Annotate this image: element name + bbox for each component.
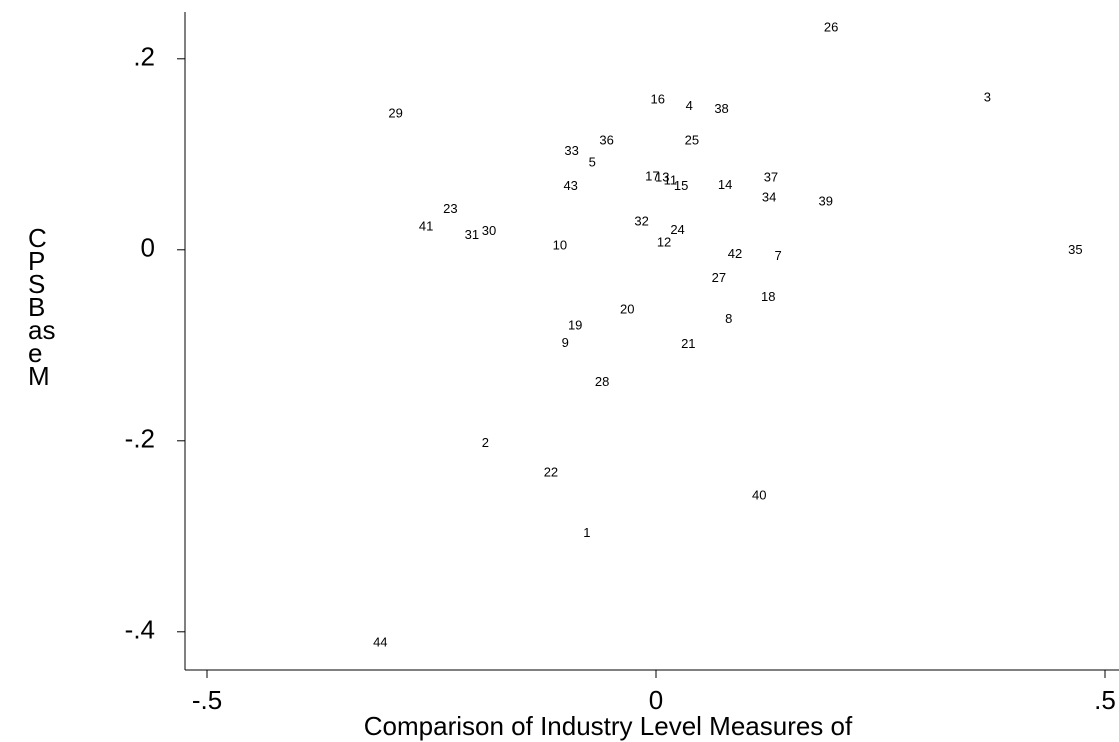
point-label: 28: [595, 374, 609, 389]
x-axis-title: Comparison of Industry Level Measures of: [364, 711, 853, 741]
point-label: 15: [674, 178, 688, 193]
point-label: 7: [775, 248, 782, 263]
y-axis-title-line: e: [28, 338, 42, 368]
point-label: 12: [657, 235, 671, 250]
point-label: 17: [645, 169, 659, 184]
point-label: 40: [752, 488, 766, 503]
point-label: 31: [465, 227, 479, 242]
point-label: 35: [1068, 242, 1082, 257]
point-label: 33: [564, 143, 578, 158]
point-label: 43: [563, 178, 577, 193]
point-label: 16: [651, 91, 665, 106]
point-label: 21: [681, 336, 695, 351]
y-axis-title-line: C: [28, 223, 47, 253]
x-tick-label: -.5: [192, 685, 222, 715]
point-label: 10: [553, 237, 567, 252]
point-label: 1: [583, 525, 590, 540]
x-tick-label: .5: [1094, 685, 1116, 715]
point-label: 39: [818, 193, 832, 208]
point-label: 8: [725, 311, 732, 326]
point-label: 34: [762, 190, 776, 205]
point-label: 19: [568, 318, 582, 333]
point-label: 41: [419, 218, 433, 233]
point-label: 3: [984, 89, 991, 104]
point-label: 5: [589, 154, 596, 169]
x-tick-label: 0: [649, 685, 663, 715]
point-label: 25: [685, 132, 699, 147]
point-label: 13: [655, 170, 669, 185]
point-label: 14: [718, 177, 732, 192]
y-axis-title-line: B: [28, 292, 45, 322]
point-label: 9: [562, 335, 569, 350]
y-axis-title-line: as: [28, 315, 55, 345]
point-label: 42: [728, 246, 742, 261]
point-label: 38: [714, 101, 728, 116]
point-label: 26: [824, 20, 838, 35]
point-label: 44: [373, 635, 387, 650]
point-label: 27: [712, 270, 726, 285]
y-axis-title-line: S: [28, 269, 45, 299]
point-label: 22: [544, 465, 558, 480]
point-label: 32: [634, 214, 648, 229]
point-label: 20: [620, 301, 634, 316]
point-label: 30: [482, 223, 496, 238]
y-tick-label: -.4: [125, 615, 155, 645]
point-label: 29: [388, 106, 402, 121]
y-tick-label: 0: [141, 233, 155, 263]
point-label: 11: [664, 172, 678, 187]
point-label: 24: [670, 222, 684, 237]
y-axis-title-line: M: [28, 361, 50, 391]
point-label: 23: [443, 201, 457, 216]
point-label: 37: [764, 170, 778, 185]
point-label: 2: [482, 435, 489, 450]
point-label: 36: [599, 132, 613, 147]
y-axis-title-line: P: [28, 246, 45, 276]
y-tick-label: .2: [133, 42, 155, 72]
y-tick-label: -.2: [125, 424, 155, 454]
point-label: 4: [686, 98, 693, 113]
point-label: 18: [761, 289, 775, 304]
